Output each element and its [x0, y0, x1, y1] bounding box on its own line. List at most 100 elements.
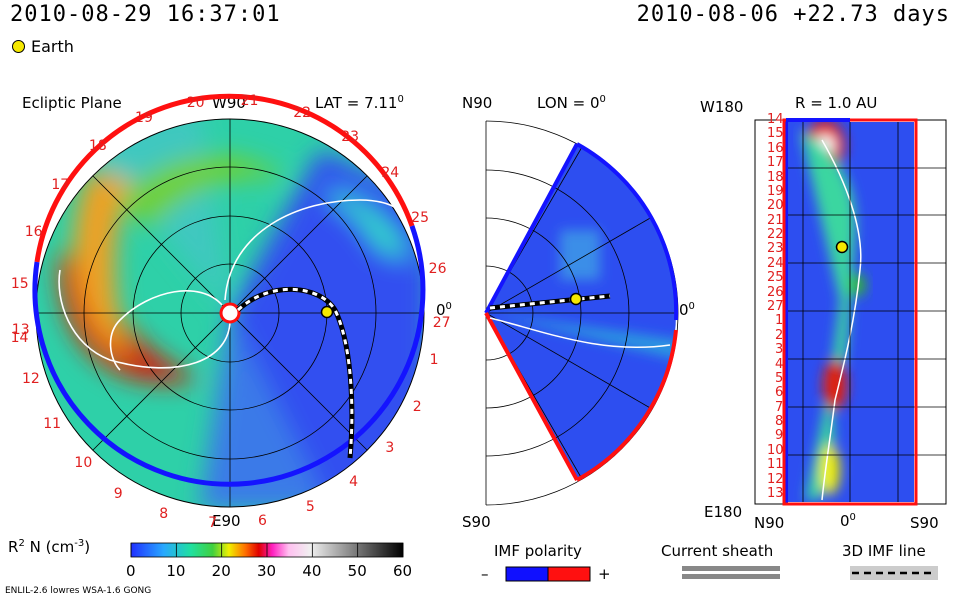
map-y-label: 27 [767, 299, 784, 314]
carrington-label: 20 [186, 94, 205, 111]
ecliptic-rim-negative [32, 225, 426, 487]
map-y-label: 20 [767, 198, 784, 214]
map-y-label: 3 [775, 342, 784, 358]
carrington-label: 7 [208, 515, 218, 532]
map-y-label: 22 [767, 227, 784, 243]
colorbar-tick-label: 50 [347, 562, 367, 580]
polarity-minus: – [481, 565, 489, 583]
earth-legend-label: Earth [31, 37, 74, 56]
map-y-label: 15 [767, 126, 784, 142]
carrington-label: 5 [305, 499, 315, 516]
meridional-plane-map [484, 120, 679, 506]
current-sheath-swatch-2 [682, 574, 780, 579]
carrington-label: 17 [51, 176, 70, 193]
carrington-label: 8 [159, 506, 169, 523]
map-y-label: 5 [775, 370, 784, 386]
ecliptic-right-label: 00 [436, 301, 452, 319]
map-bottom-label: E180 [704, 503, 743, 521]
carrington-label: 3 [385, 440, 395, 457]
ecliptic-rim-positive [34, 93, 415, 263]
carrington-label: 18 [88, 138, 107, 155]
colorbar-tick-label: 20 [211, 562, 231, 580]
carrington-label: 13 [11, 322, 30, 339]
map-y-label: 23 [767, 241, 784, 257]
r1au-map [754, 118, 947, 506]
lat-label: LAT = 7.110 [315, 94, 404, 112]
carrington-label: 19 [135, 110, 153, 127]
carrington-label: 26 [428, 261, 447, 278]
colorbar-ticks [130, 543, 404, 557]
earth-legend: Earth [12, 37, 74, 56]
polarity-positive-swatch [547, 566, 591, 582]
ecliptic-title: Ecliptic Plane [22, 94, 122, 112]
carrington-label: 25 [411, 210, 429, 227]
map-y-label: 24 [767, 255, 784, 271]
polarity-plus: + [598, 565, 611, 583]
map-y-label: 26 [767, 284, 784, 300]
map-y-label: 21 [767, 212, 784, 228]
map-x-label-n90: N90 [754, 514, 785, 532]
map-grid [786, 122, 946, 502]
map-y-label: 9 [775, 428, 784, 444]
imf-polarity-title: IMF polarity [494, 542, 582, 560]
carrington-label: 4 [349, 474, 359, 491]
carrington-label: 10 [74, 455, 93, 472]
ecliptic-bottom-label: E90 [212, 512, 241, 530]
polarity-negative-swatch [505, 566, 549, 582]
map-y-label: 11 [767, 457, 784, 473]
carrington-label: 11 [43, 416, 62, 433]
meridional-right-label: 00 [679, 301, 695, 319]
map-y-label: 14 [767, 112, 784, 127]
colorbar [130, 542, 404, 558]
map-y-label: 12 [767, 471, 784, 487]
map-y-label: 17 [767, 155, 784, 171]
map-x-label-0: 00 [840, 512, 856, 530]
map-y-label: 16 [767, 140, 784, 156]
current-sheath-swatch-1 [682, 566, 780, 571]
earth-marker-ecliptic [320, 305, 334, 319]
map-y-label: 19 [767, 183, 784, 199]
colorbar-tick-label: 40 [302, 562, 322, 580]
map-y-label: 6 [775, 385, 784, 401]
colorbar-tick-label: 10 [166, 562, 186, 580]
carrington-label: 23 [341, 129, 360, 146]
colorbar-tick-label: 60 [393, 562, 413, 580]
model-footer: ENLIL-2.6 lowres WSA-1.6 GONG [5, 586, 152, 596]
carrington-label: 1 [429, 351, 439, 368]
map-y-label: 7 [775, 399, 784, 415]
current-sheath-title: Current sheath [661, 542, 774, 560]
carrington-label: 12 [21, 371, 40, 388]
colorbar-tick-label: 0 [126, 562, 136, 580]
map-y-label: 18 [767, 169, 784, 185]
carrington-label: 14 [10, 329, 29, 346]
sun-marker [219, 302, 241, 324]
carrington-label: 22 [293, 104, 312, 121]
earth-icon [12, 40, 25, 53]
meridional-title: LON = 00 [537, 94, 606, 112]
colorbar-label: R2 N (cm-3) [8, 538, 91, 556]
imf-line-title: 3D IMF line [842, 542, 926, 560]
earth-marker-map [835, 240, 849, 254]
run-datetime: 2010-08-29 16:37:01 [10, 2, 281, 27]
reference-time: 2010-08-06 +22.73 days [636, 2, 950, 27]
colorbar-tick-label: 30 [257, 562, 277, 580]
map-y-label: 10 [767, 442, 784, 458]
carrington-label: 27 [432, 315, 451, 332]
map-y-label: 1 [775, 313, 784, 329]
map-y-label: 13 [767, 486, 784, 501]
meridional-top-label: N90 [462, 94, 493, 112]
map-top-label: W180 [700, 98, 744, 116]
carrington-label: 6 [257, 513, 267, 530]
carrington-label: 21 [240, 92, 259, 109]
map-y-label: 8 [775, 414, 784, 430]
ecliptic-plane-map [32, 93, 426, 508]
map-y-label: 4 [775, 356, 784, 372]
map-x-label-s90: S90 [910, 514, 939, 532]
earth-marker-meridional [569, 292, 583, 306]
carrington-label: 24 [381, 165, 400, 182]
carrington-label: 9 [113, 485, 123, 502]
carrington-label: 16 [24, 223, 43, 240]
carrington-label: 2 [412, 398, 422, 415]
meridional-bottom-label: S90 [462, 513, 491, 531]
